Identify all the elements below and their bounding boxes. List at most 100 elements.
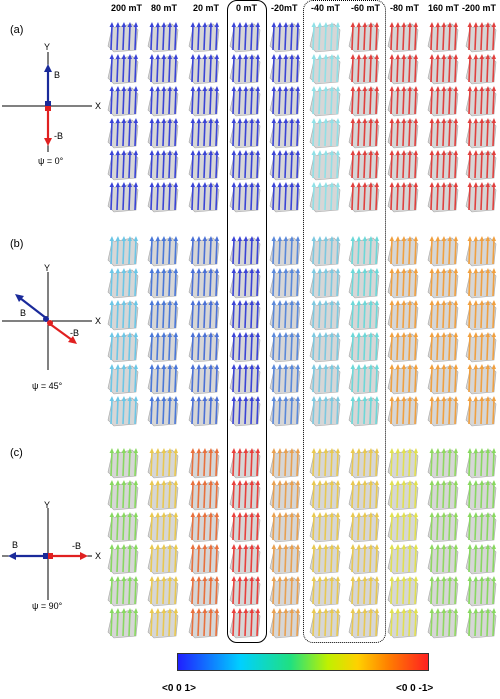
cell-panel1-row2-col4 <box>269 300 301 331</box>
cell-panel2-row1-col7 <box>387 480 419 511</box>
panel-label-a: (a) <box>10 24 24 36</box>
cell-panel1-row5-col7 <box>387 396 419 427</box>
colorbar-left-label: <0 0 1> <box>162 683 196 694</box>
cell-panel2-row0-col2 <box>188 448 220 479</box>
cell-panel2-row1-col8 <box>427 480 459 511</box>
cell-panel1-row1-col0 <box>107 268 139 299</box>
cell-panel1-row5-col3 <box>229 396 261 427</box>
cell-panel0-row4-col8 <box>427 150 459 181</box>
cell-panel2-row5-col5 <box>309 608 341 639</box>
cell-panel0-row4-col2 <box>188 150 220 181</box>
cell-panel1-row3-col1 <box>147 332 179 363</box>
cell-panel0-row1-col0 <box>107 54 139 85</box>
cell-panel1-row2-col5 <box>309 300 341 331</box>
cell-panel1-row5-col8 <box>427 396 459 427</box>
cell-panel0-row5-col5 <box>309 182 341 213</box>
cell-panel0-row2-col0 <box>107 86 139 117</box>
cell-panel1-row4-col8 <box>427 364 459 395</box>
column-header-20mT: 20 mT <box>193 3 220 13</box>
cell-panel1-row4-col4 <box>269 364 301 395</box>
cell-panel2-row4-col8 <box>427 576 459 607</box>
axis-diagram-b <box>2 272 92 370</box>
switching-columns-frame <box>303 0 386 643</box>
axis-x-label-c: X <box>95 551 102 561</box>
cell-panel2-row0-col3 <box>229 448 261 479</box>
cell-panel0-row1-col3 <box>229 54 261 85</box>
cell-panel2-row4-col4 <box>269 576 301 607</box>
cell-panel2-row1-col1 <box>147 480 179 511</box>
cell-panel2-row5-col0 <box>107 608 139 639</box>
cell-panel2-row3-col9 <box>465 544 497 575</box>
cell-panel2-row0-col4 <box>269 448 301 479</box>
cell-panel0-row4-col7 <box>387 150 419 181</box>
cell-panel1-row1-col4 <box>269 268 301 299</box>
axis-y-label-b: Y <box>44 263 51 273</box>
cell-panel0-row2-col3 <box>229 86 261 117</box>
cell-panel1-row4-col6 <box>348 364 380 395</box>
cell-panel2-row5-col7 <box>387 608 419 639</box>
cell-panel0-row2-col1 <box>147 86 179 117</box>
cell-panel0-row0-col6 <box>348 22 380 53</box>
cell-panel0-row4-col0 <box>107 150 139 181</box>
cell-panel0-row0-col5 <box>309 22 341 53</box>
color-scale-bar <box>177 653 429 671</box>
cell-panel1-row3-col9 <box>465 332 497 363</box>
cell-panel2-row2-col8 <box>427 512 459 543</box>
cell-panel1-row3-col4 <box>269 332 301 363</box>
cell-panel0-row4-col9 <box>465 150 497 181</box>
axis-y-label-c: Y <box>44 500 51 510</box>
cell-panel1-row1-col5 <box>309 268 341 299</box>
cell-panel1-row1-col6 <box>348 268 380 299</box>
cell-panel0-row5-col8 <box>427 182 459 213</box>
cell-panel2-row3-col4 <box>269 544 301 575</box>
cell-panel2-row5-col3 <box>229 608 261 639</box>
cell-panel0-row2-col6 <box>348 86 380 117</box>
cell-panel1-row2-col7 <box>387 300 419 331</box>
cell-panel1-row2-col8 <box>427 300 459 331</box>
cell-panel2-row4-col0 <box>107 576 139 607</box>
cell-panel1-row4-col2 <box>188 364 220 395</box>
cell-panel2-row2-col3 <box>229 512 261 543</box>
cell-panel2-row0-col9 <box>465 448 497 479</box>
cell-panel1-row0-col2 <box>188 236 220 267</box>
cell-panel2-row4-col9 <box>465 576 497 607</box>
cell-panel2-row2-col7 <box>387 512 419 543</box>
cell-panel0-row3-col6 <box>348 118 380 149</box>
cell-panel0-row2-col2 <box>188 86 220 117</box>
column-header-neg200mT: -200 mT <box>462 3 497 13</box>
cell-panel2-row3-col7 <box>387 544 419 575</box>
cell-panel0-row5-col7 <box>387 182 419 213</box>
cell-panel0-row3-col5 <box>309 118 341 149</box>
cell-panel1-row1-col7 <box>387 268 419 299</box>
cell-panel2-row3-col6 <box>348 544 380 575</box>
cell-panel2-row0-col7 <box>387 448 419 479</box>
cell-panel1-row0-col1 <box>147 236 179 267</box>
cell-panel2-row3-col8 <box>427 544 459 575</box>
cell-panel0-row4-col5 <box>309 150 341 181</box>
cell-panel1-row3-col3 <box>229 332 261 363</box>
cell-panel1-row3-col8 <box>427 332 459 363</box>
cell-panel2-row3-col3 <box>229 544 261 575</box>
cell-panel2-row1-col5 <box>309 480 341 511</box>
cell-panel1-row0-col5 <box>309 236 341 267</box>
cell-panel1-row0-col4 <box>269 236 301 267</box>
cell-panel1-row0-col3 <box>229 236 261 267</box>
cell-panel0-row5-col2 <box>188 182 220 213</box>
cell-panel2-row2-col1 <box>147 512 179 543</box>
cell-panel0-row4-col6 <box>348 150 380 181</box>
cell-panel2-row1-col9 <box>465 480 497 511</box>
cell-panel1-row1-col1 <box>147 268 179 299</box>
cell-panel1-row2-col0 <box>107 300 139 331</box>
cell-panel1-row0-col8 <box>427 236 459 267</box>
axis-y-label-a: Y <box>44 42 51 52</box>
cell-panel0-row0-col1 <box>147 22 179 53</box>
neg-b-vector-label-a: -B <box>54 131 63 141</box>
cell-panel2-row0-col1 <box>147 448 179 479</box>
cell-panel1-row1-col3 <box>229 268 261 299</box>
cell-panel0-row2-col8 <box>427 86 459 117</box>
cell-panel0-row5-col0 <box>107 182 139 213</box>
cell-panel1-row5-col0 <box>107 396 139 427</box>
cell-panel2-row3-col1 <box>147 544 179 575</box>
